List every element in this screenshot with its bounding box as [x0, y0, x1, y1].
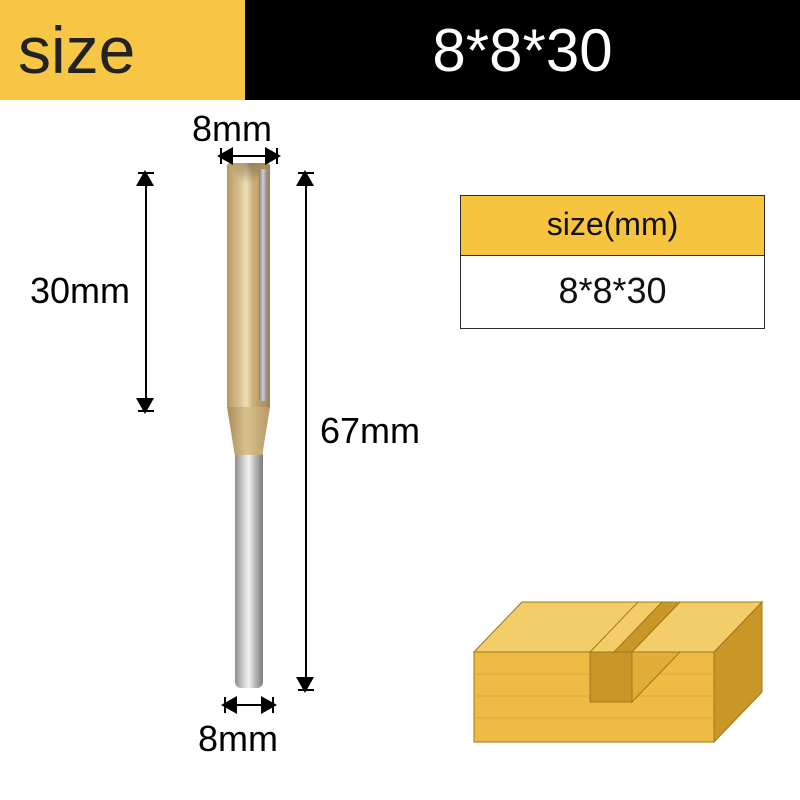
dim-cap [276, 148, 278, 164]
dim-cap [272, 697, 274, 713]
bit-cutter [227, 163, 270, 408]
header-size-label: size [0, 0, 245, 100]
arrow-up-icon [136, 170, 154, 186]
router-bit [227, 163, 270, 690]
bit-shank [235, 454, 263, 688]
header-size-value: 8*8*30 [245, 0, 800, 100]
dim-cap [220, 148, 222, 164]
content-area: 8mm 30mm 67mm 8mm size(mm) 8*8*30 [0, 100, 800, 800]
size-table-value: 8*8*30 [461, 256, 764, 328]
wood-sample-svg [462, 592, 772, 772]
dim-total-length-line [305, 174, 307, 690]
header-bar: size 8*8*30 [0, 0, 800, 100]
dim-cutter-length-line [145, 174, 147, 411]
dim-shank-width-label: 8mm [198, 718, 278, 760]
wood-sample [462, 592, 772, 772]
size-table: size(mm) 8*8*30 [460, 195, 765, 329]
arrow-right-icon [265, 147, 281, 165]
bit-flute [259, 169, 267, 401]
arrow-up-icon [296, 170, 314, 186]
dim-cap [224, 697, 226, 713]
bit-taper [227, 407, 270, 455]
dim-cutter-length-label: 30mm [30, 270, 130, 312]
arrow-right-icon [261, 696, 277, 714]
dim-top-width-label: 8mm [192, 108, 272, 150]
arrow-down-icon [136, 398, 154, 414]
size-table-header: size(mm) [461, 196, 764, 256]
arrow-down-icon [296, 677, 314, 693]
dim-total-length-label: 67mm [320, 410, 420, 452]
